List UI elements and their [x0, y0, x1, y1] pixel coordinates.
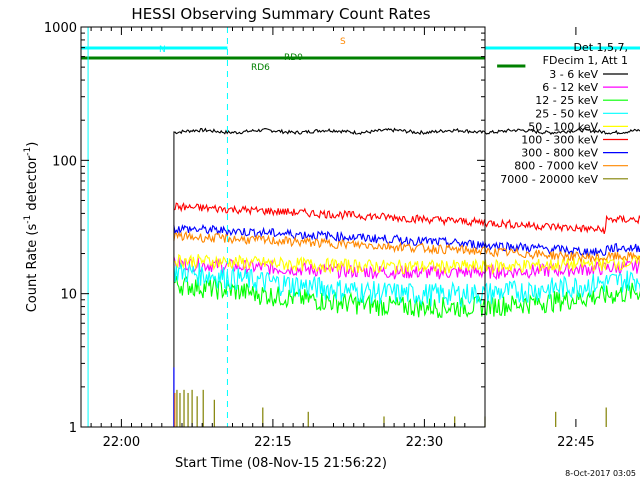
legend-label-6: 300 - 800 keV	[521, 147, 598, 160]
x-tick-label: 22:00	[103, 435, 140, 450]
legend-label-1: 6 - 12 keV	[542, 81, 598, 94]
legend-label-0: 3 - 6 keV	[549, 68, 598, 81]
y-tick-label: 1000	[44, 21, 77, 36]
instrument-bars	[81, 46, 640, 68]
x-tick-label: 22:30	[406, 435, 443, 450]
series-lines	[173, 127, 640, 427]
series-line-5	[173, 202, 640, 235]
legend-label-2: 12 - 25 keV	[535, 94, 598, 107]
x-tick-label: 22:45	[557, 435, 594, 450]
series-line-7	[173, 230, 640, 264]
series-line-6	[173, 223, 640, 258]
legend-header-1: Det 1,5,7,	[573, 41, 628, 54]
legend-label-3: 25 - 50 keV	[535, 107, 598, 120]
flag-label-s: S	[340, 37, 346, 47]
series-line-3	[173, 262, 640, 309]
x-axis-label: Start Time (08-Nov-15 21:56:22)	[175, 456, 387, 471]
chart-title: HESSI Observing Summary Count Rates	[131, 5, 430, 23]
legend-label-7: 800 - 7000 keV	[514, 160, 598, 173]
legend-label-4: 50 - 100 keV	[528, 120, 598, 133]
flag-label-n: N	[159, 45, 166, 55]
series-line-1	[173, 256, 640, 281]
legend-label-8: 7000 - 20000 keV	[500, 173, 598, 186]
series-line-2	[173, 275, 640, 319]
legend-label-5: 100 - 300 keV	[521, 134, 598, 147]
flag-label-rd6: RD6	[251, 63, 270, 73]
x-tick-label: 22:15	[254, 435, 291, 450]
plot-frame	[80, 26, 486, 428]
event-markers	[87, 27, 228, 427]
series-line-4	[173, 253, 640, 275]
flag-label-rd0: RD0	[284, 53, 303, 63]
axis-ticks: 22:0022:1522:3022:4523:0023:1523:3011010…	[44, 21, 595, 450]
y-tick-label: 1	[69, 421, 77, 436]
y-axis-label: Count Rate (s-1 detector-1)	[23, 142, 40, 313]
y-tick-label: 100	[52, 154, 77, 169]
series-line-0	[173, 127, 640, 136]
legend-header-2: FDecim 1, Att 1	[543, 54, 628, 67]
y-tick-label: 10	[60, 288, 77, 303]
footer-timestamp: 8-Oct-2017 03:05	[565, 469, 636, 478]
